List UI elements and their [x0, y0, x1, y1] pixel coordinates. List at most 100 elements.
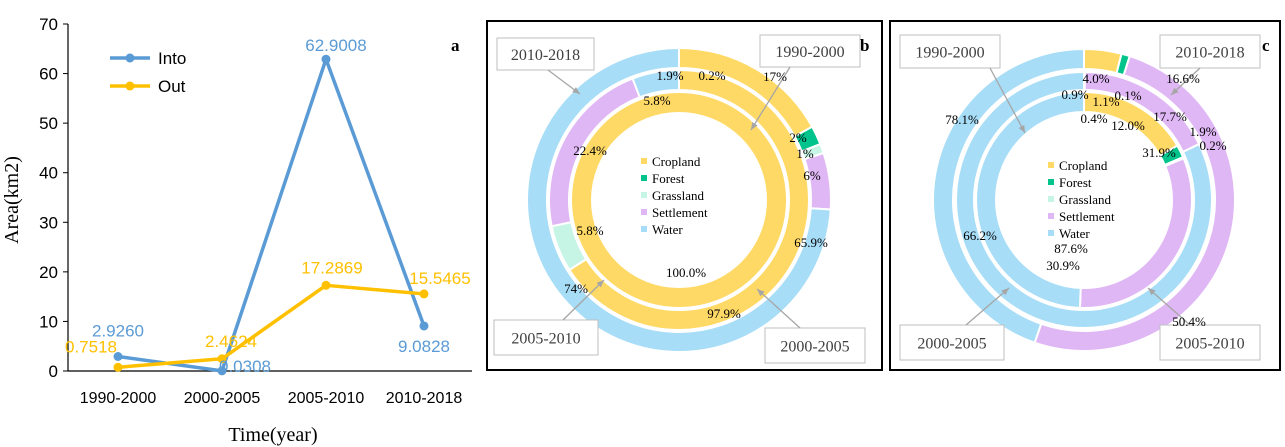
slice-1990-2000-water — [932, 47, 1085, 344]
callout-arrowhead — [1018, 125, 1025, 133]
slice-label: 0.1% — [1114, 88, 1141, 103]
x-tick-label: 2005-2010 — [288, 390, 365, 407]
legend-label-cropland: Cropland — [652, 154, 701, 169]
callout-arrowhead — [596, 280, 604, 288]
callout-arrow-line — [750, 66, 791, 131]
legend-label-grassland: Grassland — [652, 188, 704, 203]
slice-labels: 100.0% 65.9% 5.8% 22.4% 5.8% 17% 2%1% 6% 74% 1.9%… — [564, 68, 828, 321]
y-tick-label: 70 — [39, 15, 58, 34]
data-point-out — [113, 362, 123, 372]
x-tick-labels: 1990-2000 2000-2005 2005-2010 2010-2018 — [80, 390, 463, 407]
ring-callouts: 2010-2018 1990-2000 2005-2010 2000-2005 — [493, 34, 866, 364]
legend-marker-out — [125, 81, 135, 91]
legend: Cropland Forest Grassland Settlement Water — [1048, 158, 1115, 241]
legend-swatch-water — [1048, 230, 1054, 236]
callout-label: 1990-2000 — [775, 44, 844, 61]
y-tick-labels: 0 10 20 30 40 50 60 70 — [39, 15, 58, 381]
ring-callouts: 1990-2000 2010-2018 2000-2005 2005-2010 — [899, 34, 1261, 361]
panel-a-line-chart: 0 10 20 30 40 50 60 70 1990-2000 2000-2005 2005-2… — [1, 15, 472, 446]
data-point-out — [419, 289, 429, 299]
slice-label: 50.4% — [1172, 314, 1206, 329]
slice-label: 22.4% — [573, 143, 607, 158]
y-tick-label: 40 — [39, 164, 58, 183]
slice-1990-2000-cropland — [1083, 47, 1123, 75]
callout-arrowhead — [1148, 288, 1156, 296]
legend-swatch-forest — [1048, 179, 1054, 185]
legend-label-settlement: Settlement — [1059, 209, 1115, 224]
slice-label: 100.0% — [666, 265, 706, 280]
callout-arrow-line — [562, 279, 605, 321]
slice-label: 0.2% — [1199, 138, 1226, 153]
legend-swatch-cropland — [1048, 162, 1054, 168]
legend-label-forest: Forest — [1059, 175, 1092, 190]
slice-label: 0.9% — [1061, 87, 1088, 102]
legend-swatch-forest — [641, 175, 647, 181]
callout-label: 2000-2005 — [917, 336, 986, 353]
slice-label: 74% — [564, 281, 588, 296]
slice-label: 78.1% — [945, 112, 979, 127]
legend-swatch-cropland — [641, 158, 647, 164]
data-label-into: 2.9260 — [92, 321, 144, 340]
legend-swatch-settlement — [641, 209, 647, 215]
data-point-out — [217, 354, 227, 364]
legend-label-cropland: Cropland — [1059, 158, 1108, 173]
callout-arrowhead — [1171, 87, 1179, 95]
slice-label: 16.6% — [1166, 71, 1200, 86]
callout-box — [1159, 34, 1261, 69]
legend-swatch-grassland — [641, 192, 647, 198]
data-label-out: 2.4624 — [205, 332, 257, 351]
y-tick-label: 10 — [39, 312, 58, 331]
axes — [63, 23, 472, 372]
slice-label: 4.0% — [1082, 71, 1109, 86]
data-label-into: 9.0828 — [398, 337, 450, 356]
panel-label-b: b — [860, 36, 869, 55]
data-label-out: 0.7518 — [65, 337, 117, 356]
x-tick-label: 1990-2000 — [80, 390, 157, 407]
callout-arrowhead — [572, 87, 580, 94]
slice-label: 66.2% — [963, 228, 997, 243]
y-tick-label: 30 — [39, 213, 58, 232]
slice-label: 17.7% — [1153, 109, 1187, 124]
slice-label: 1.9% — [656, 68, 683, 83]
callout-box — [1159, 324, 1261, 361]
y-axis-label: Area(km2) — [1, 156, 23, 244]
legend-label-out: Out — [158, 77, 186, 96]
callout-box — [493, 319, 599, 356]
slice-label: 5.8% — [643, 93, 670, 108]
y-tick-label: 0 — [49, 362, 58, 381]
data-label-into: 0.0308 — [219, 357, 271, 376]
callout-arrow-line — [989, 67, 1026, 134]
slice-label: 0.2% — [698, 68, 725, 83]
callout-box — [899, 34, 1001, 69]
callout-label: 2010-2018 — [511, 47, 580, 64]
slice-label: 6% — [803, 168, 821, 183]
callout-label: 2005-2010 — [1175, 336, 1244, 353]
x-tick-label: 2010-2018 — [386, 390, 463, 407]
callout-arrow-line — [1147, 287, 1191, 326]
slice-1990-2000-cropland — [569, 91, 788, 309]
panel-label-c: c — [1262, 36, 1270, 55]
donut-rings — [932, 47, 1236, 352]
slice-label: 31.9% — [1142, 145, 1176, 160]
legend-label-settlement: Settlement — [652, 205, 708, 220]
series-line-out — [117, 283, 425, 370]
data-label-out: 15.5465 — [409, 269, 470, 288]
legend-label-water: Water — [652, 222, 683, 237]
legend: Cropland Forest Grassland Settlement Water — [641, 154, 708, 237]
legend-swatch-water — [641, 226, 647, 232]
legend-label-into: Into — [158, 49, 186, 68]
panel-c-donut: 1990-2000 2010-2018 2000-2005 2005-2010 Cro… — [889, 20, 1281, 371]
x-tick-label: 2000-2005 — [184, 390, 261, 407]
callout-label: 1990-2000 — [915, 45, 984, 62]
callout-label: 2000-2005 — [780, 339, 849, 356]
callout-arrowhead — [1001, 288, 1009, 296]
slice-label: 1.1% — [1092, 94, 1119, 109]
slice-labels: 4.0%0.9% 30.9% 50.4% 0.1% 17.7% 87.6% 16.6% 1.9… — [945, 71, 1227, 329]
data-point-into — [217, 366, 227, 376]
legend-label-forest: Forest — [652, 171, 685, 186]
callout-label: 2010-2018 — [1175, 45, 1244, 62]
callout-box — [764, 327, 866, 364]
y-tick-label: 60 — [39, 65, 58, 84]
legend-swatch-settlement — [1048, 213, 1054, 219]
